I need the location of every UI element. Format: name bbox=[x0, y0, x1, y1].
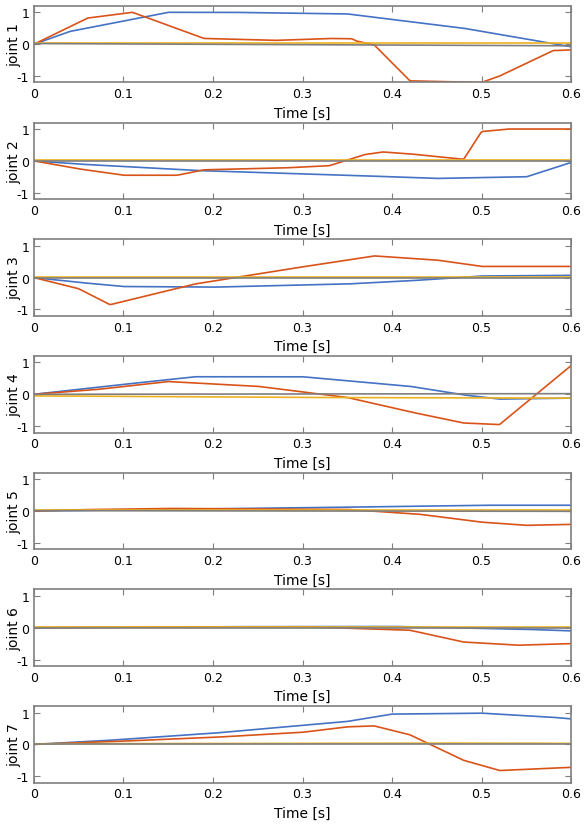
Y-axis label: joint 1: joint 1 bbox=[7, 23, 21, 67]
Y-axis label: joint 5: joint 5 bbox=[7, 490, 21, 533]
Y-axis label: joint 2: joint 2 bbox=[7, 140, 21, 184]
X-axis label: Time [s]: Time [s] bbox=[274, 573, 331, 587]
Y-axis label: joint 4: joint 4 bbox=[7, 373, 21, 417]
Y-axis label: joint 3: joint 3 bbox=[7, 256, 21, 300]
X-axis label: Time [s]: Time [s] bbox=[274, 223, 331, 237]
X-axis label: Time [s]: Time [s] bbox=[274, 340, 331, 354]
X-axis label: Time [s]: Time [s] bbox=[274, 690, 331, 704]
Y-axis label: joint 6: joint 6 bbox=[7, 606, 21, 650]
X-axis label: Time [s]: Time [s] bbox=[274, 107, 331, 121]
Y-axis label: joint 7: joint 7 bbox=[7, 723, 21, 767]
X-axis label: Time [s]: Time [s] bbox=[274, 457, 331, 471]
X-axis label: Time [s]: Time [s] bbox=[274, 806, 331, 820]
